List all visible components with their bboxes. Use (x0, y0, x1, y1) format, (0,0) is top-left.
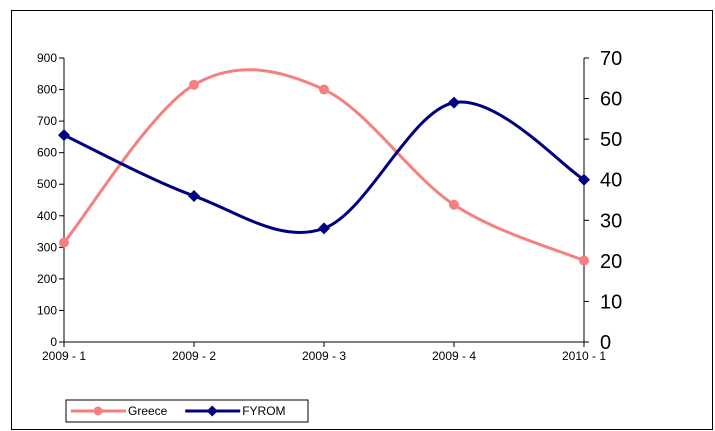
left-tick-label: 700 (37, 114, 57, 128)
left-tick-label: 900 (37, 51, 57, 65)
fyrom-point (448, 96, 460, 109)
right-tick-label: 30 (600, 210, 622, 232)
x-axis-ticks: 2009 - 1 2009 - 2 2009 - 3 2009 - 4 2010 - 1 (42, 342, 606, 363)
axes (63, 58, 585, 343)
fyrom-legend-marker (206, 405, 218, 417)
right-tick-label: 10 (600, 291, 622, 313)
fyrom-point (318, 222, 330, 235)
series-layer (58, 68, 590, 266)
fyrom-legend-label: FYROM (242, 404, 285, 418)
left-tick-label: 800 (37, 83, 57, 97)
greece-point (189, 79, 199, 90)
x-tick-label: 2009 - 3 (302, 349, 346, 363)
greece-point (319, 84, 329, 95)
right-tick-label: 0 (600, 332, 611, 354)
left-tick-label: 300 (37, 240, 57, 254)
greece-point (59, 237, 69, 248)
fyrom-line (63, 100, 585, 234)
greece-point (579, 255, 589, 266)
fyrom-point (578, 173, 590, 186)
left-axis-ticks: 0 100 200 300 400 500 600 700 800 900 (37, 51, 64, 349)
fyrom-point (58, 129, 70, 142)
x-tick-label: 2009 - 2 (172, 349, 216, 363)
x-tick-label: 2010 - 1 (562, 349, 606, 363)
left-tick-label: 600 (37, 146, 57, 160)
right-tick-label: 70 (600, 48, 622, 70)
left-tick-label: 100 (37, 303, 57, 317)
right-tick-label: 50 (600, 129, 622, 151)
left-tick-label: 200 (37, 272, 57, 286)
left-tick-label: 0 (50, 335, 57, 349)
left-tick-label: 400 (37, 209, 57, 223)
right-tick-label: 40 (600, 170, 622, 192)
greece-legend-marker (93, 406, 103, 416)
x-tick-label: 2009 - 1 (42, 349, 86, 363)
x-tick-label: 2009 - 4 (432, 349, 476, 363)
greece-legend-label: Greece (128, 404, 168, 418)
legend: Greece FYROM (65, 399, 309, 423)
greece-point (449, 199, 459, 210)
right-tick-label: 20 (600, 251, 622, 273)
left-tick-label: 500 (37, 177, 57, 191)
fyrom-point (188, 189, 200, 202)
chart-frame (11, 10, 713, 430)
right-tick-label: 60 (600, 89, 622, 111)
right-axis-ticks: 0 10 20 30 40 50 60 70 (584, 48, 622, 354)
